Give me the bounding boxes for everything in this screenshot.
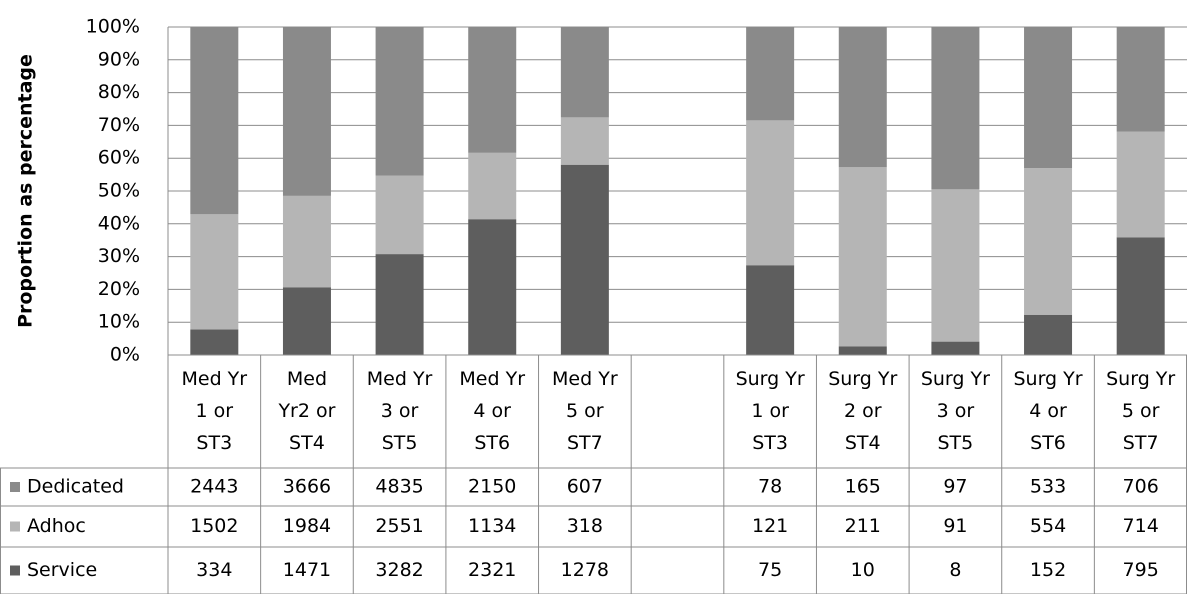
- table-value: 318: [567, 515, 603, 537]
- x-tick-label: Med Yr 1 or ST3: [181, 368, 248, 454]
- bar-segment: [931, 341, 980, 355]
- bar-segment: [1116, 27, 1165, 132]
- table-value: 91: [943, 515, 967, 537]
- table-value: 75: [758, 559, 782, 581]
- bar-segment: [468, 152, 517, 220]
- bar-segment: [1024, 27, 1073, 169]
- bar-segment: [931, 27, 980, 190]
- bar-segment: [560, 164, 609, 355]
- table-value: 533: [1030, 476, 1066, 498]
- y-axis-title: Proportion as percentage: [15, 54, 37, 328]
- bar-segment: [282, 287, 331, 355]
- x-tick-label: Surg Yr 1 or ST3: [735, 368, 805, 454]
- x-tick-label: Med Yr2 or ST4: [278, 368, 336, 454]
- bar-segment: [190, 214, 239, 330]
- legend-label: Adhoc: [27, 515, 86, 537]
- legend-label: Service: [27, 559, 97, 581]
- x-tick-label: Med Yr 4 or ST6: [459, 368, 526, 454]
- bar-segment: [375, 27, 424, 176]
- bar-segment: [375, 254, 424, 355]
- table-value: 334: [196, 559, 232, 581]
- table-value: 2150: [468, 476, 516, 498]
- table-value: 2551: [375, 515, 423, 537]
- table-value: 1502: [190, 515, 238, 537]
- table-value: 3666: [283, 476, 331, 498]
- y-tick-label: 100%: [86, 16, 140, 38]
- y-tick-label: 60%: [98, 147, 140, 169]
- bar-segment: [746, 120, 795, 266]
- table-value: 8: [949, 559, 961, 581]
- table-value: 3282: [375, 559, 423, 581]
- table-value: 165: [845, 476, 881, 498]
- x-tick-label: Surg Yr 2 or ST4: [828, 368, 898, 454]
- x-tick-label: Surg Yr 3 or ST5: [920, 368, 990, 454]
- table-value: 211: [845, 515, 881, 537]
- y-tick-label: 20%: [98, 278, 140, 300]
- legend-label: Dedicated: [27, 476, 124, 498]
- legend-swatch: [10, 521, 20, 532]
- x-tick-label: Med Yr 3 or ST5: [366, 368, 433, 454]
- table-value: 2321: [468, 559, 516, 581]
- legend-swatch: [10, 565, 20, 576]
- y-tick-label: 0%: [110, 344, 140, 366]
- legend-swatch: [10, 482, 20, 492]
- table-value: 714: [1123, 515, 1159, 537]
- table-value: 2443: [190, 476, 238, 498]
- y-tick-label: 70%: [98, 114, 140, 136]
- bar-segment: [1024, 168, 1073, 315]
- y-tick-label: 40%: [98, 212, 140, 234]
- bar-segment: [468, 219, 517, 355]
- bar-segment: [282, 195, 331, 288]
- table-value: 97: [943, 476, 967, 498]
- bar-segment: [468, 27, 517, 153]
- bar-segment: [190, 329, 239, 355]
- y-tick-label: 50%: [98, 180, 140, 202]
- table-value: 4835: [375, 476, 423, 498]
- y-tick-label: 90%: [98, 48, 140, 70]
- table-value: 78: [758, 476, 782, 498]
- bar-segment: [560, 27, 609, 118]
- bar-segment: [282, 27, 331, 196]
- bar-segment: [1116, 131, 1165, 238]
- table-value: 706: [1123, 476, 1159, 498]
- table-value: 607: [567, 476, 603, 498]
- bar-segment: [1116, 237, 1165, 355]
- table-value: 121: [752, 515, 788, 537]
- x-tick-label: Med Yr 5 or ST7: [552, 368, 618, 454]
- y-tick-label: 10%: [98, 311, 140, 333]
- table-value: 1278: [561, 559, 609, 581]
- bar-segment: [190, 27, 239, 215]
- bar-segment: [838, 27, 887, 168]
- table-value: 1134: [468, 515, 516, 537]
- bar-segment: [746, 265, 795, 355]
- bar-segment: [560, 117, 609, 165]
- table-value: 1984: [283, 515, 331, 537]
- table-value: 1471: [283, 559, 331, 581]
- bar-segment: [375, 175, 424, 255]
- bar-segment: [746, 27, 795, 121]
- bar-segment: [838, 167, 887, 347]
- bar-segment: [931, 189, 980, 342]
- x-tick-label: Surg Yr 5 or ST7: [1106, 368, 1176, 454]
- x-tick-label: Surg Yr 4 or ST6: [1013, 368, 1083, 454]
- bar-segment: [1024, 314, 1073, 355]
- table-value: 10: [851, 559, 875, 581]
- y-tick-label: 80%: [98, 81, 140, 103]
- table-value: 554: [1030, 515, 1066, 537]
- table-value: 152: [1030, 559, 1066, 581]
- bar-segment: [838, 346, 887, 355]
- y-tick-label: 30%: [98, 245, 140, 267]
- table-value: 795: [1123, 559, 1159, 581]
